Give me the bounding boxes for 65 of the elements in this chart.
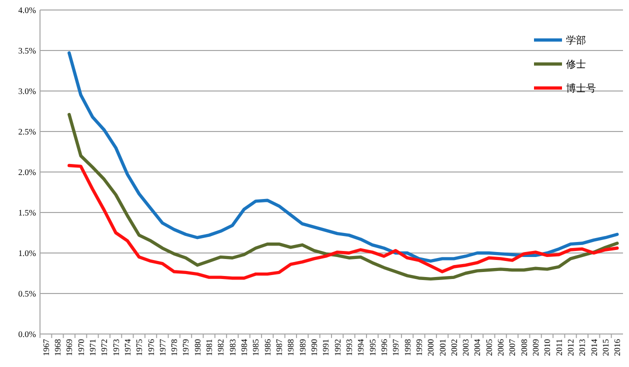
- x-tick-label: 2001: [437, 339, 448, 356]
- x-tick-label: 1976: [146, 339, 156, 356]
- line-series: [68, 164, 619, 280]
- x-tick-label: 1968: [52, 339, 62, 356]
- x-tick-label: 1970: [76, 339, 86, 356]
- x-tick-label: 2013: [577, 339, 588, 356]
- line-series: [68, 112, 619, 281]
- line-series: [68, 51, 619, 263]
- x-tick-label: 1979: [180, 339, 191, 356]
- x-tick-label: 1989: [297, 339, 308, 356]
- x-tick-label: 1975: [134, 339, 144, 356]
- y-tick-label: 1.0%: [18, 248, 36, 258]
- legend-label: 博士号: [566, 82, 596, 94]
- x-tick-label: 2005: [484, 339, 494, 356]
- y-tick-label: 2.0%: [18, 166, 36, 177]
- x-tick-label: 2015: [600, 339, 610, 356]
- x-tick-label: 1992: [332, 339, 342, 356]
- x-tick-label: 2014: [588, 338, 599, 356]
- x-tick-label: 2016: [612, 339, 622, 356]
- x-tick-label: 2009: [530, 339, 541, 356]
- x-tick-label: 2000: [426, 339, 436, 356]
- x-tick-label: 2003: [460, 339, 471, 356]
- x-tick-label: 1983: [227, 339, 238, 356]
- x-tick-label: 2004: [472, 338, 482, 356]
- x-tick-label: 1985: [250, 339, 261, 356]
- x-tick-label: 1987: [274, 339, 284, 356]
- x-tick-label: 1994: [356, 338, 366, 356]
- x-tick-label: 1998: [402, 339, 412, 356]
- x-tick-label: 2012: [566, 339, 576, 356]
- x-tick-label: 2008: [518, 339, 529, 356]
- y-tick-label: 0.0%: [18, 328, 36, 339]
- x-tick-label: 1988: [286, 339, 296, 356]
- y-tick-label: 0.5%: [18, 288, 36, 298]
- x-tick-label: 1974: [122, 338, 132, 356]
- x-tick-label: 1967: [40, 339, 51, 356]
- x-tick-label: 2007: [507, 339, 518, 356]
- x-tick-label: 2002: [448, 339, 459, 356]
- x-tick-label: 1990: [308, 339, 319, 356]
- x-tick-label: 1995: [367, 339, 378, 356]
- y-tick-label: 3.0%: [18, 86, 36, 96]
- y-tick-label: 2.5%: [18, 126, 36, 136]
- x-tick-label: 1993: [344, 339, 354, 356]
- x-tick-label: 2006: [496, 339, 506, 356]
- x-tick-label: 2011: [554, 339, 564, 356]
- x-tick-label: 1996: [378, 339, 389, 356]
- x-tick-label: 1971: [87, 339, 98, 356]
- x-tick-label: 1973: [110, 339, 121, 356]
- x-tick-label: 2010: [542, 339, 552, 356]
- x-tick-label: 1972: [99, 339, 110, 356]
- x-tick-label: 1982: [216, 339, 226, 356]
- x-tick-label: 1986: [262, 339, 272, 356]
- y-tick-label: 1.5%: [18, 207, 36, 218]
- x-tick-label: 1980: [192, 339, 202, 356]
- legend-label: 学部: [566, 34, 586, 46]
- x-tick-label: 1978: [169, 339, 180, 356]
- x-tick-label: 1969: [64, 339, 74, 356]
- x-tick-label: 1981: [204, 339, 214, 356]
- x-tick-label: 1977: [157, 339, 168, 356]
- x-tick-label: 1997: [390, 339, 401, 356]
- y-tick-label: 3.5%: [18, 45, 36, 56]
- x-tick-label: 1991: [320, 339, 331, 356]
- legend-label: 修士: [566, 58, 586, 70]
- y-tick-label: 4.0%: [18, 4, 36, 15]
- x-tick-label: 1999: [414, 339, 424, 356]
- x-tick-label: 1984: [239, 338, 250, 356]
